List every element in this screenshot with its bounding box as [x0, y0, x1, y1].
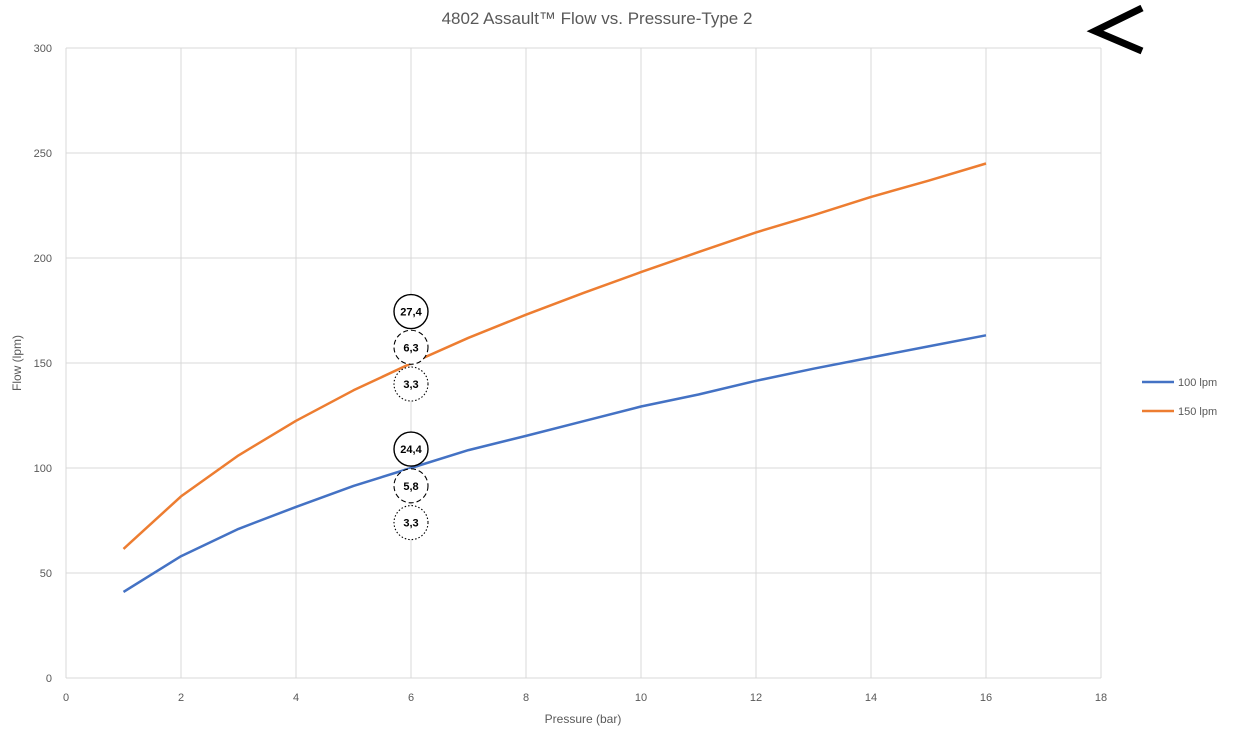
annotation-bubble: 3,3 [393, 366, 429, 402]
x-tick-label: 18 [1095, 692, 1107, 704]
x-tick-label: 4 [293, 692, 299, 704]
y-tick-label: 0 [46, 673, 52, 685]
x-tick-label: 8 [523, 692, 529, 704]
annotation-label: 3,3 [403, 379, 418, 391]
y-tick-label: 300 [34, 43, 52, 55]
y-tick-label: 150 [34, 358, 52, 370]
annotation-label: 6,3 [403, 342, 418, 354]
annotation-label: 24,4 [400, 444, 422, 456]
annotation-bubble: 6,3 [393, 329, 429, 365]
y-tick-label: 250 [34, 148, 52, 160]
y-axis-label: Flow (lpm) [10, 335, 24, 391]
chart-title: 4802 Assault™ Flow vs. Pressure-Type 2 [442, 9, 753, 28]
x-tick-label: 2 [178, 692, 184, 704]
annotation-circle [393, 293, 429, 330]
annotation-label: 5,8 [403, 481, 418, 493]
series-lines [122, 162, 987, 593]
annotation-circle [393, 366, 429, 402]
series-line-150-lpm [122, 162, 987, 550]
annotation-bubble: 27,4 [393, 293, 429, 330]
x-tick-label: 14 [865, 692, 877, 704]
series-line-100-lpm [122, 334, 987, 593]
x-tick-label: 12 [750, 692, 762, 704]
annotation-bubble: 3,3 [393, 505, 429, 541]
x-tick-label: 0 [63, 692, 69, 704]
annotation-label: 27,4 [400, 307, 422, 319]
legend: 100 lpm 150 lpm [1142, 377, 1217, 418]
annotation-circle [393, 468, 429, 504]
annotation-bubble: 5,8 [393, 468, 429, 504]
x-tick-label: 16 [980, 692, 992, 704]
y-tick-label: 200 [34, 253, 52, 265]
annotation-circle [393, 431, 429, 467]
y-tick-label: 50 [40, 568, 52, 580]
axis-ticks: 0 2 4 6 8 10 12 14 16 18 0 50 100 150 200 250 300 [34, 43, 1107, 704]
x-tick-label: 6 [408, 692, 414, 704]
gridlines [65, 47, 1102, 679]
annotation-bubble: 24,4 [393, 431, 429, 467]
legend-label-100-lpm: 100 lpm [1178, 377, 1217, 389]
y-tick-label: 100 [34, 463, 52, 475]
legend-label-150-lpm: 150 lpm [1178, 406, 1217, 418]
x-tick-label: 10 [635, 692, 647, 704]
annotation-label: 3,3 [403, 518, 418, 530]
chevron-left-icon[interactable] [1086, 4, 1144, 55]
annotation-circle [393, 505, 429, 541]
x-axis-label: Pressure (bar) [545, 712, 622, 726]
annotations: 27,4 6,3 3,3 24,4 5,8 3,3 [393, 293, 429, 541]
annotation-circle [393, 329, 429, 365]
